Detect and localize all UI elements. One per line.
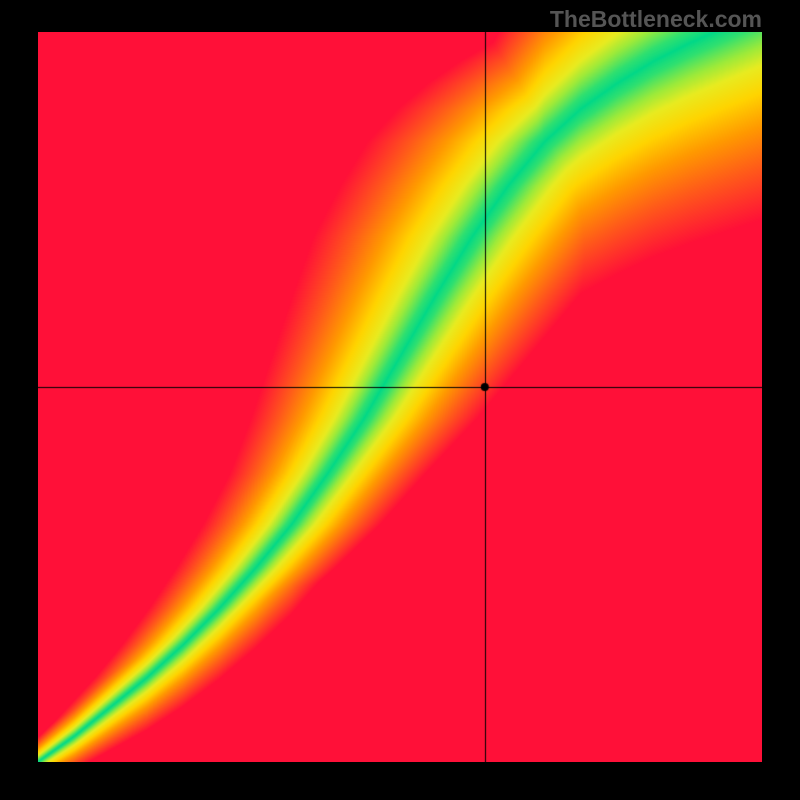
bottleneck-heatmap (38, 32, 762, 762)
chart-container: TheBottleneck.com (0, 0, 800, 800)
watermark-text: TheBottleneck.com (550, 6, 762, 33)
